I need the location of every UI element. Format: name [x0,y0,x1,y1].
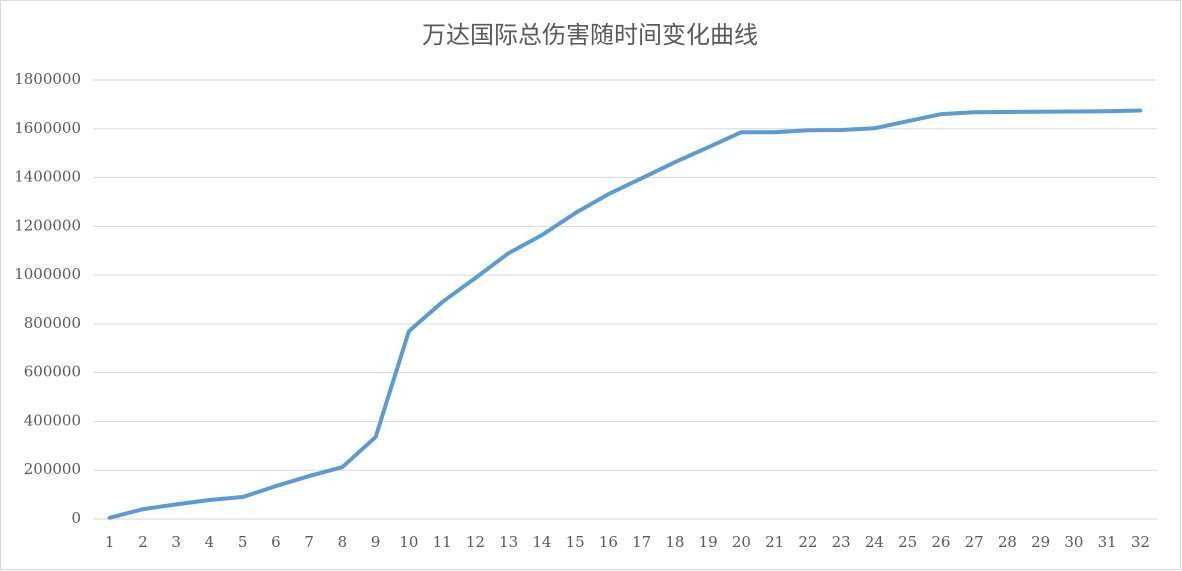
x-tick-label: 20 [732,533,751,551]
x-tick-label: 23 [832,533,851,551]
x-tick-label: 28 [998,533,1017,551]
x-tick-label: 10 [399,533,418,551]
x-tick-label: 8 [338,533,348,551]
x-tick-label: 24 [865,533,884,551]
x-tick-label: 6 [271,533,281,551]
x-tick-label: 17 [632,533,651,551]
y-tick-label: 400000 [24,411,81,429]
data-line [107,108,1143,520]
chart-title: 万达国际总伤害随时间变化曲线 [422,21,758,49]
x-tick-label: 3 [171,533,181,551]
x-tick-label: 7 [304,533,314,551]
x-tick-label: 29 [1031,533,1050,551]
x-tick-label: 25 [898,533,917,551]
x-tick-label: 26 [931,533,950,551]
x-tick-label: 22 [798,533,817,551]
x-tick-label: 31 [1098,533,1117,551]
x-tick-label: 13 [499,533,518,551]
y-tick-label: 600000 [24,363,81,381]
x-tick-label: 18 [665,533,684,551]
x-tick-label: 2 [138,533,148,551]
y-tick-label: 1600000 [14,119,81,137]
x-tick-label: 27 [965,533,984,551]
y-tick-label: 1000000 [14,265,81,283]
x-tick-label: 15 [566,533,585,551]
x-tick-label: 9 [371,533,381,551]
y-tick-label: 1800000 [14,70,81,88]
x-tick-label: 21 [765,533,784,551]
y-tick-label: 1400000 [14,168,81,186]
y-tick-label: 0 [71,509,81,527]
x-tick-label: 12 [466,533,485,551]
x-tick-label: 14 [532,533,551,551]
x-tick-label: 1 [105,533,115,551]
x-tick-label: 32 [1131,533,1150,551]
y-tick-label: 200000 [24,460,81,478]
y-tick-label: 1200000 [14,216,81,234]
x-tick-label: 30 [1064,533,1083,551]
x-tick-label: 11 [433,533,452,551]
x-tick-label: 5 [238,533,248,551]
y-tick-label: 800000 [24,314,81,332]
x-tick-label: 4 [205,533,215,551]
x-tick-label: 16 [599,533,618,551]
x-tick-label: 19 [699,533,718,551]
